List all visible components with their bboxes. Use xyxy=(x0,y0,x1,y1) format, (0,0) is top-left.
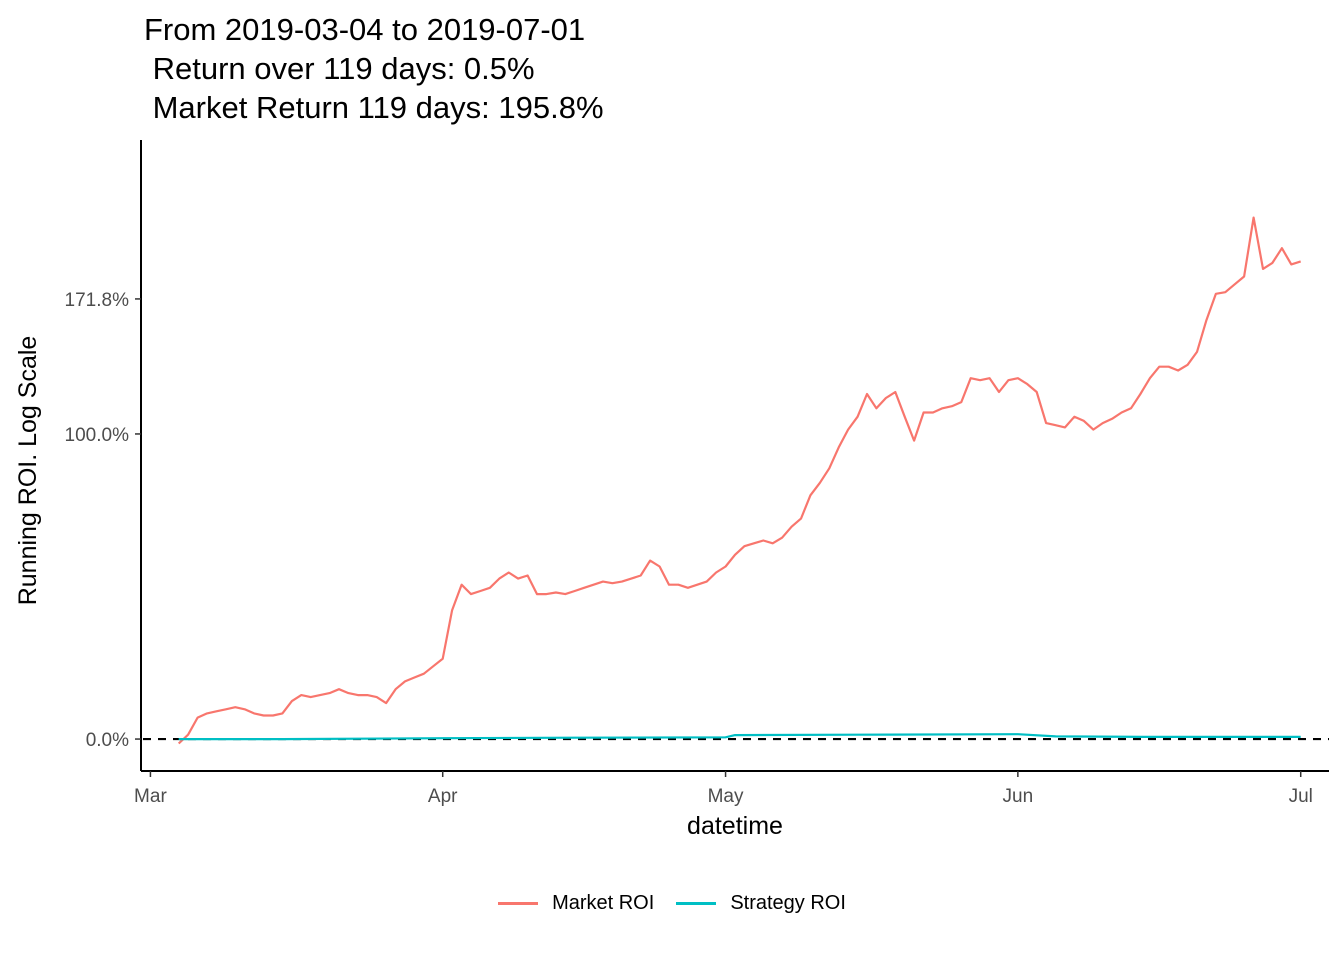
y-tick-label-1: 100.0% xyxy=(65,425,130,446)
x-tick-label-3: Jun xyxy=(1003,786,1034,807)
title-line-1: From 2019-03-04 to 2019-07-01 xyxy=(144,12,586,47)
title-line-2: Return over 119 days: 0.5% xyxy=(144,51,535,86)
legend-label-strategy: Strategy ROI xyxy=(730,892,846,914)
x-tick-label-0: Mar xyxy=(134,786,167,807)
y-tick-label-0: 0.0% xyxy=(86,730,129,751)
tick-labels: 0.0% 100.0% 171.8% Mar Apr May Jun Jul xyxy=(65,290,1313,807)
y-tick-label-2: 171.8% xyxy=(65,290,130,311)
x-tick-label-1: Apr xyxy=(428,786,458,807)
title-line-3: Market Return 119 days: 195.8% xyxy=(144,90,604,125)
market-roi-line xyxy=(177,216,1302,745)
legend-key-market xyxy=(498,902,539,905)
legend-key-strategy xyxy=(676,902,717,905)
x-tick-label-4: Jul xyxy=(1289,786,1313,807)
legend-item-strategy: Strategy ROI xyxy=(676,892,846,915)
series-layer xyxy=(177,216,1302,745)
y-axis-title: Running ROI. Log Scale xyxy=(14,336,42,606)
x-tick-label-2: May xyxy=(708,786,744,807)
legend-item-market: Market ROI xyxy=(498,892,654,915)
legend-label-market: Market ROI xyxy=(552,892,655,914)
axes xyxy=(135,140,1329,777)
strategy-roi-line xyxy=(178,733,1301,741)
chart-title: From 2019-03-04 to 2019-07-01 Return ove… xyxy=(144,10,604,127)
legend: Market ROI Strategy ROI xyxy=(0,892,1344,915)
x-axis-title: datetime xyxy=(687,812,783,840)
